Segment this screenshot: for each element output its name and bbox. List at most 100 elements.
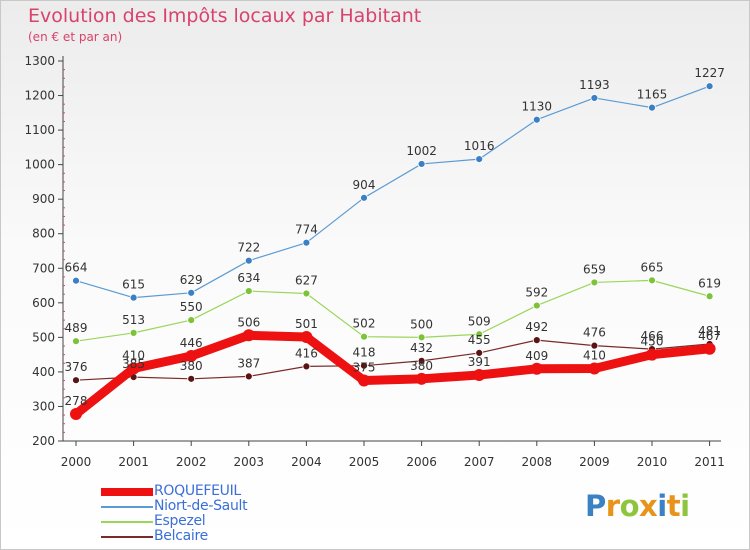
series-line-roquefeuil (71, 330, 715, 419)
data-point (530, 362, 543, 375)
y-tick-label: 900 (32, 192, 55, 206)
data-label: 502 (353, 317, 376, 331)
data-point (302, 238, 311, 247)
logo-letter: i (657, 489, 667, 523)
data-point (532, 301, 541, 310)
y-tick-label: 1000 (24, 158, 55, 172)
data-point (129, 293, 138, 302)
data-label: 619 (698, 276, 721, 290)
y-tick-label: 500 (32, 330, 55, 344)
legend-label: Espezel (154, 513, 206, 529)
legend-label: ROQUEFEUIL (154, 483, 241, 499)
data-point (72, 337, 80, 346)
data-point (187, 288, 196, 297)
legend-label: Niort-de-Sault (154, 498, 248, 514)
data-label: 455 (468, 333, 491, 347)
y-tick-label: 600 (32, 296, 55, 310)
data-label: 500 (410, 317, 433, 331)
y-tick-label: 1100 (24, 123, 55, 137)
data-label: 416 (295, 346, 318, 360)
x-tick-label: 2001 (118, 455, 149, 469)
data-label: 418 (353, 346, 376, 360)
data-point (532, 336, 541, 345)
series-line-espezel (75, 279, 711, 342)
data-label: 629 (180, 273, 203, 287)
data-point (187, 316, 196, 324)
data-label: 380 (410, 359, 433, 373)
data-label: 410 (122, 348, 145, 362)
data-label: 466 (641, 329, 664, 343)
y-tick-label: 200 (32, 434, 55, 448)
data-point (129, 328, 138, 337)
data-point (242, 329, 255, 342)
data-point (244, 256, 253, 265)
data-point (360, 361, 368, 370)
data-label: 467 (698, 329, 721, 343)
data-label: 1130 (522, 100, 553, 114)
chart-subtitle: (en € et par an) (28, 30, 123, 44)
data-point (185, 350, 198, 363)
x-tick-label: 2006 (406, 455, 437, 469)
logo-letter: P (585, 489, 606, 523)
proxiti-logo: Proxiti (585, 489, 690, 523)
data-label: 592 (525, 286, 548, 300)
data-label: 387 (237, 356, 260, 370)
x-tick-label: 2004 (291, 455, 322, 469)
data-label: 550 (180, 300, 203, 314)
legend-swatch (101, 505, 153, 508)
legend-swatch (101, 487, 153, 496)
legend-item: Belcaire (101, 528, 321, 544)
x-tick-label: 2000 (61, 455, 92, 469)
data-label: 1016 (464, 139, 495, 153)
data-point (588, 362, 601, 375)
logo-letter: r (605, 489, 620, 523)
data-label: 634 (237, 271, 260, 285)
data-label: 513 (122, 313, 145, 327)
data-point (703, 342, 716, 355)
data-point (532, 115, 541, 124)
legend-item: ROQUEFEUIL (101, 483, 321, 499)
data-point (415, 372, 428, 385)
logo-letter: i (680, 489, 690, 523)
data-point (72, 376, 80, 385)
series-line-niort-de-sault (75, 85, 711, 299)
data-label: 481 (698, 324, 721, 338)
x-tick-label: 2009 (579, 455, 610, 469)
data-point (70, 408, 82, 421)
data-label: 446 (180, 336, 203, 350)
data-label: 375 (353, 361, 376, 375)
data-label: 385 (122, 357, 145, 371)
data-label: 432 (410, 341, 433, 355)
data-point (187, 374, 196, 383)
legend-label: Belcaire (154, 528, 208, 544)
data-label: 506 (237, 315, 260, 329)
data-label: 1193 (579, 78, 610, 92)
data-label: 476 (583, 326, 606, 340)
logo-letter: o (619, 489, 640, 523)
y-tick-label: 400 (32, 365, 55, 379)
data-label: 489 (65, 321, 88, 335)
legend-swatch (101, 535, 153, 538)
data-point (417, 160, 426, 168)
data-point (244, 372, 253, 381)
data-label: 410 (583, 348, 606, 362)
y-tick-label: 800 (32, 227, 55, 241)
data-point (590, 94, 599, 102)
data-label: 615 (122, 278, 145, 292)
data-point (302, 362, 311, 371)
data-label: 380 (180, 359, 203, 373)
data-point (360, 193, 368, 202)
x-tick-label: 2003 (234, 455, 265, 469)
x-tick-label: 2010 (637, 455, 668, 469)
data-label: 278 (65, 394, 88, 408)
data-point (302, 289, 311, 298)
data-point (590, 341, 599, 350)
data-point (705, 82, 714, 91)
data-point (127, 362, 140, 375)
legend-swatch (101, 520, 153, 523)
x-tick-label: 2011 (694, 455, 725, 469)
logo-letter: t (666, 489, 681, 523)
data-point (590, 278, 599, 287)
y-tick-label: 300 (32, 399, 55, 413)
